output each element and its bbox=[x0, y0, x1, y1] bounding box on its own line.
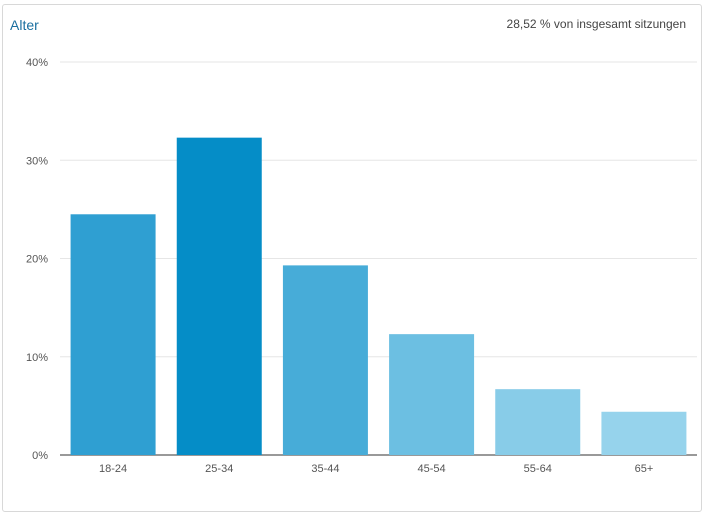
y-tick-label: 20% bbox=[26, 254, 48, 266]
sessions-summary: 28,52 % von insgesamt sitzungen bbox=[506, 17, 686, 31]
x-axis-ticks: 18-24 25-34 35-44 45-54 55-64 65+ bbox=[99, 463, 653, 475]
chart-title: Alter bbox=[10, 17, 39, 33]
bar-45-54[interactable] bbox=[389, 334, 475, 455]
bar-35-44[interactable] bbox=[282, 265, 368, 455]
x-tick-label: 45-54 bbox=[418, 463, 446, 475]
chart-bars bbox=[70, 137, 687, 455]
x-tick-label: 35-44 bbox=[311, 463, 339, 475]
x-tick-label: 25-34 bbox=[205, 463, 233, 475]
bar-55-64[interactable] bbox=[495, 389, 581, 455]
bar-65+[interactable] bbox=[601, 411, 687, 455]
bar-25-34[interactable] bbox=[176, 137, 262, 455]
y-tick-label: 0% bbox=[32, 450, 48, 462]
chart-gridlines bbox=[60, 61, 697, 456]
x-tick-label: 55-64 bbox=[524, 463, 552, 475]
bar-18-24[interactable] bbox=[70, 214, 156, 455]
y-tick-label: 10% bbox=[26, 352, 48, 364]
y-axis-ticks: 0% 10% 20% 30% 40% bbox=[26, 57, 48, 462]
x-tick-label: 65+ bbox=[635, 463, 654, 475]
y-tick-label: 40% bbox=[26, 57, 48, 69]
x-tick-label: 18-24 bbox=[99, 463, 127, 475]
y-tick-label: 30% bbox=[26, 155, 48, 167]
